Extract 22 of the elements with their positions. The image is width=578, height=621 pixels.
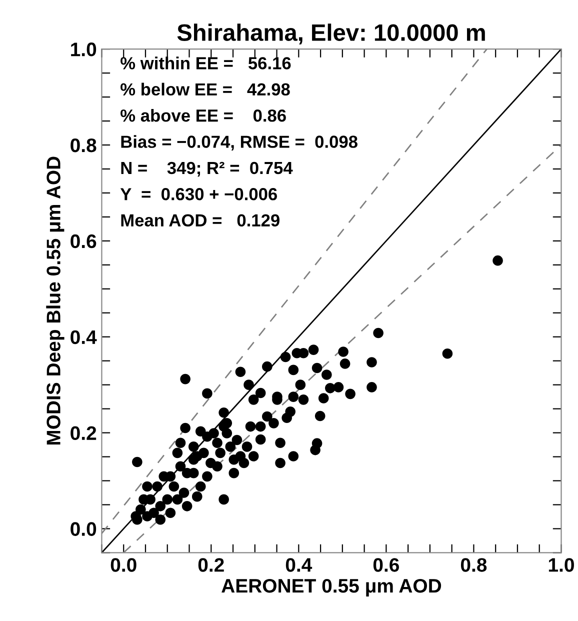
- chart-title: Shirahama, Elev: 10.0000 m: [177, 24, 485, 44]
- y-tick-label: 0.4: [70, 330, 97, 344]
- x-tick-label: 0.2: [198, 558, 224, 572]
- x-axis-title: AERONET 0.55 μm AOD: [222, 578, 442, 596]
- y-tick-label: 0.0: [70, 522, 96, 536]
- y-tick-label: 0.6: [70, 234, 96, 248]
- annotation: Y = 0.630 + −0.006: [120, 188, 278, 200]
- x-tick-label: 0.0: [110, 558, 136, 572]
- x-tick-label: 0.4: [286, 558, 312, 572]
- y-tick-label: 1.0: [71, 42, 96, 56]
- annotation: % below EE = 42.98: [120, 82, 290, 96]
- annotation: % above EE = 0.86: [120, 108, 286, 122]
- annotation: Bias = −0.074, RMSE = 0.098: [121, 135, 358, 150]
- annotation: % within EE = 56.16: [120, 56, 291, 70]
- y-tick-label: 0.8: [70, 138, 96, 152]
- y-axis-title: MODIS Deep Blue 0.55 μm AOD: [46, 156, 64, 445]
- annotation: Mean AOD = 0.129: [121, 214, 280, 226]
- annotation: N = 349; R² = 0.754: [121, 162, 293, 177]
- x-tick-label: 0.8: [460, 558, 487, 572]
- x-tick-label: 1.0: [548, 558, 574, 572]
- y-tick-label: 0.2: [70, 426, 96, 440]
- x-tick-label: 0.6: [373, 558, 399, 572]
